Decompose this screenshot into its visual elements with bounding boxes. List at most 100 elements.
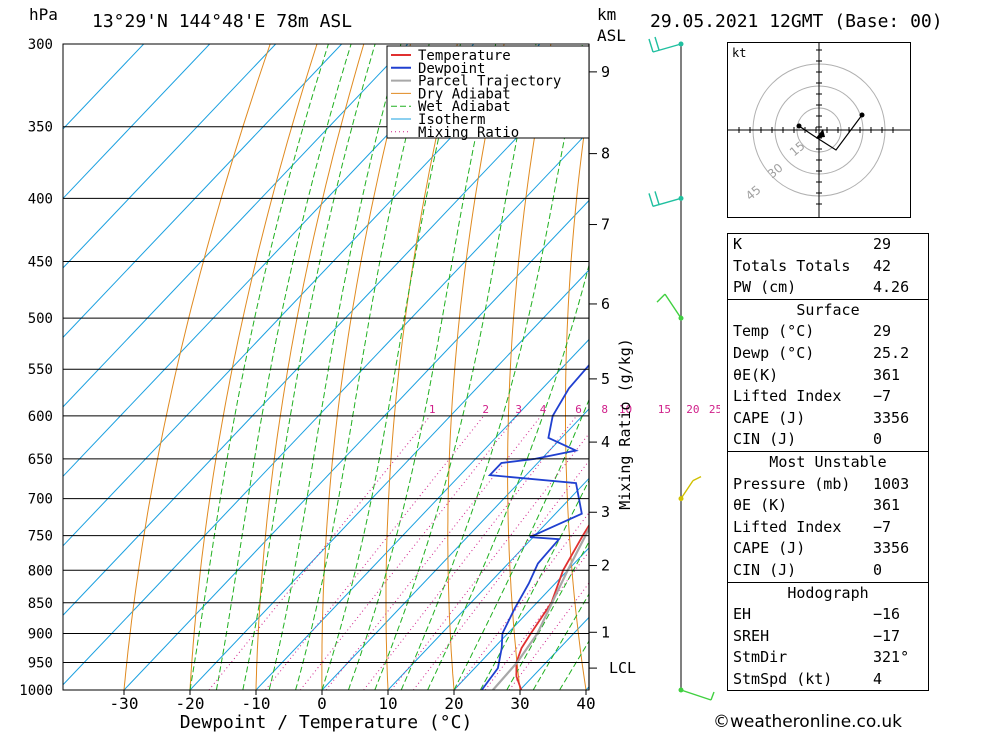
hodograph-panel: kt 15 30 45 [727, 42, 911, 218]
surface-temp-value: 29 [873, 322, 892, 341]
sreh-row: SREH −17 [728, 626, 928, 648]
mixing-ratio-line [508, 582, 589, 690]
stmdir-row: StmDir 321° [728, 647, 928, 669]
surface-dewp-row: Dewp (°C) 25.2 [728, 343, 928, 365]
k-index-value: 29 [873, 235, 892, 253]
wet-adiabat-line [532, 593, 589, 690]
dry-adiabat-line [385, 44, 458, 690]
stmspd-row: StmSpd (kt) 4 [728, 669, 928, 691]
isotherm-line [63, 60, 589, 616]
mu-li-value: −7 [873, 517, 892, 536]
pressure-tick-label: 400 [28, 191, 53, 207]
wet-adiabat-line [215, 44, 352, 690]
stmdir-label: StmDir [733, 648, 788, 667]
eh-value: −16 [873, 605, 901, 624]
wet-adiabat-line [189, 44, 329, 690]
hodograph-table-section: Hodograph EH −16 SREH −17 StmDir 321° StmSp… [728, 581, 928, 691]
hodograph-point-start [796, 123, 802, 129]
x-tick-label: 0 [317, 694, 327, 713]
hodograph-table-title: Hodograph [787, 583, 869, 602]
skewt-chart: 1 2 3 4 6 8 10 15 20 2530035040045050055060065070… [19, 36, 720, 733]
isotherm-line [387, 477, 589, 690]
x-axis-label: Dewpoint / Temperature (°C) [180, 712, 473, 733]
pw-value: 4.26 [873, 278, 910, 297]
totals-totals-row: Totals Totals 42 [728, 256, 928, 278]
mixing-ratio-axis-label: Mixing Ratio (g/kg) [616, 338, 634, 510]
isotherm-line [63, 44, 541, 547]
mu-li-row: Lifted Index −7 [728, 517, 928, 539]
mixing-ratio-label: 1 [429, 403, 436, 416]
legend-entry: Isotherm [418, 112, 485, 128]
surface-temp-row: Temp (°C) 29 [728, 321, 928, 343]
isotherm-line [255, 338, 589, 690]
pressure-tick-label: 950 [28, 655, 53, 671]
km-tick-label: 7 [601, 216, 610, 234]
mu-li-label: Lifted Index [733, 517, 842, 536]
lcl-label: LCL [609, 659, 636, 677]
dry-adiabat-line [189, 44, 318, 690]
mixing-ratio-label: 4 [540, 403, 547, 416]
mu-pressure-value: 1003 [873, 474, 910, 493]
totals-totals-value: 42 [873, 256, 892, 275]
pressure-tick-label: 900 [28, 626, 53, 642]
stmdir-value: 321° [873, 648, 910, 667]
mu-pressure-row: Pressure (mb) 1003 [728, 474, 928, 496]
surface-thetae-row: θE(K) 361 [728, 365, 928, 387]
pw-label: PW (cm) [733, 278, 797, 297]
sreh-label: SREH [733, 626, 770, 645]
legend-entry: Mixing Ratio [418, 125, 519, 141]
hodograph-label-45: 45 [743, 183, 764, 204]
mu-thetae-label: θE (K) [733, 496, 788, 515]
dry-adiabat-line [123, 44, 271, 690]
wind-barb [680, 689, 715, 701]
mu-cin-label: CIN (J) [733, 560, 797, 579]
location-title: 13°29'N 144°48'E 78m ASL [92, 11, 353, 32]
isotherm-line [585, 686, 589, 690]
mixing-ratio-label: 8 [601, 403, 608, 416]
mixing-ratio-line [208, 415, 431, 690]
surface-li-label: Lifted Index [733, 387, 842, 406]
x-tick-label: -20 [176, 694, 205, 713]
surface-thetae-value: 361 [873, 365, 901, 384]
x-tick-label: -10 [242, 694, 271, 713]
km-tick-label: 6 [601, 295, 610, 313]
mixing-ratio-label: 2 [482, 403, 489, 416]
most-unstable-title: Most Unstable [769, 452, 887, 471]
mu-thetae-row: θE (K) 361 [728, 495, 928, 517]
pressure-tick-label: 800 [28, 563, 53, 579]
pressure-tick-label: 550 [28, 362, 53, 378]
km-tick-label: 5 [601, 370, 610, 388]
hodograph-storm-marker [816, 129, 825, 138]
k-index-label: K [733, 235, 743, 253]
dewpoint-line [480, 363, 589, 690]
wet-adiabat-line [479, 479, 589, 690]
wind-barb [648, 36, 682, 53]
x-tick-label: 30 [510, 694, 529, 713]
pressure-tick-label: 450 [28, 255, 53, 271]
wet-adiabat-line [453, 398, 589, 690]
mixing-ratio-line [264, 415, 485, 690]
surface-temp-label: Temp (°C) [733, 322, 815, 341]
dry-adiabat-line [447, 44, 505, 690]
mixing-ratio-label: 20 [686, 403, 699, 416]
credit-text: ©weatheronline.co.uk [713, 712, 903, 732]
mixing-ratio-label: 25 [709, 403, 720, 416]
isotherm-line [453, 547, 589, 690]
surface-cin-value: 0 [873, 430, 883, 449]
pressure-tick-label: 700 [28, 492, 53, 508]
isotherm-line [63, 44, 409, 408]
x-tick-label: 10 [378, 694, 397, 713]
hpa-unit-label: hPa [29, 5, 58, 24]
eh-label: EH [733, 605, 752, 624]
dry-adiabat-line [676, 44, 718, 690]
wind-barb [680, 475, 702, 500]
surface-cin-label: CIN (J) [733, 430, 797, 449]
legend-entry: Parcel Trajectory [418, 74, 561, 90]
surface-cape-label: CAPE (J) [733, 408, 806, 427]
x-tick-label: -30 [110, 694, 139, 713]
pressure-tick-label: 850 [28, 596, 53, 612]
isotherm-line [63, 44, 145, 130]
wet-adiabat-line [427, 263, 589, 690]
x-tick-label: 20 [444, 694, 463, 713]
km-tick-label: 3 [601, 503, 610, 521]
